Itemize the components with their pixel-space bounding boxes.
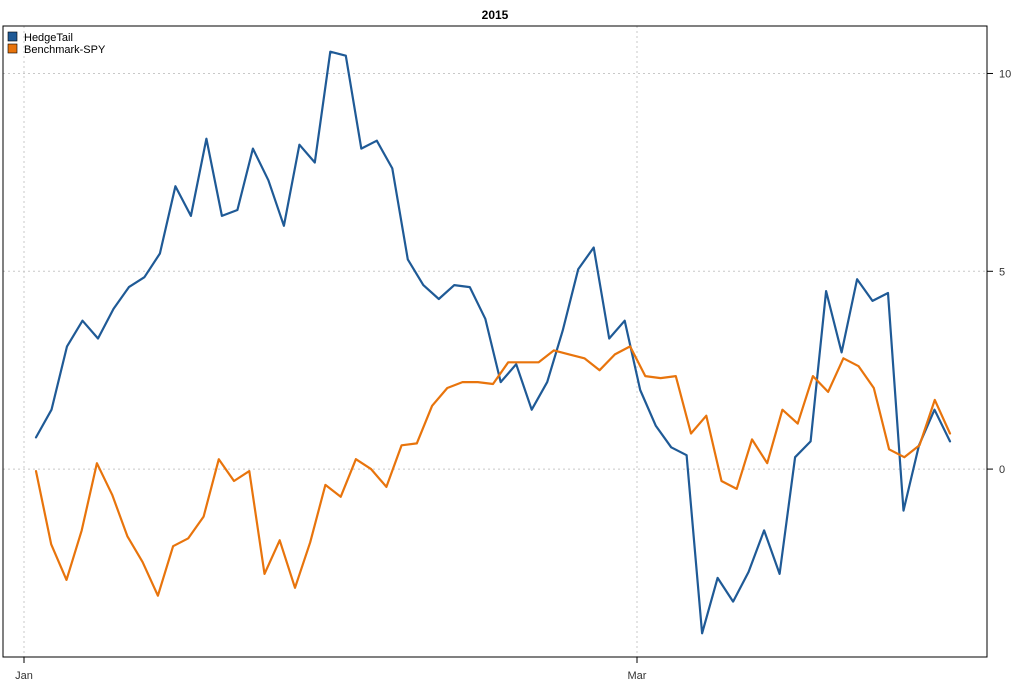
series-line-hedgetail xyxy=(34,50,952,635)
x-tick-label: Mar xyxy=(628,670,647,682)
grid xyxy=(3,26,987,657)
legend-swatch xyxy=(7,31,18,42)
legend-swatch xyxy=(7,43,18,54)
x-tick-label: Jan xyxy=(15,670,33,682)
legend-label: HedgeTail xyxy=(24,32,73,44)
series-group xyxy=(34,50,952,635)
chart-title: 2015 xyxy=(482,8,509,22)
axes: 0 5 10 Jan Mar xyxy=(15,68,1011,682)
y-tick-label: 5 xyxy=(999,266,1005,278)
plot-area-frame xyxy=(2,25,988,658)
y-tick-label: 0 xyxy=(999,464,1005,476)
series-line-benchmark-spy xyxy=(34,345,952,597)
y-tick-label: 10 xyxy=(999,68,1011,80)
legend-label: Benchmark-SPY xyxy=(24,44,106,56)
